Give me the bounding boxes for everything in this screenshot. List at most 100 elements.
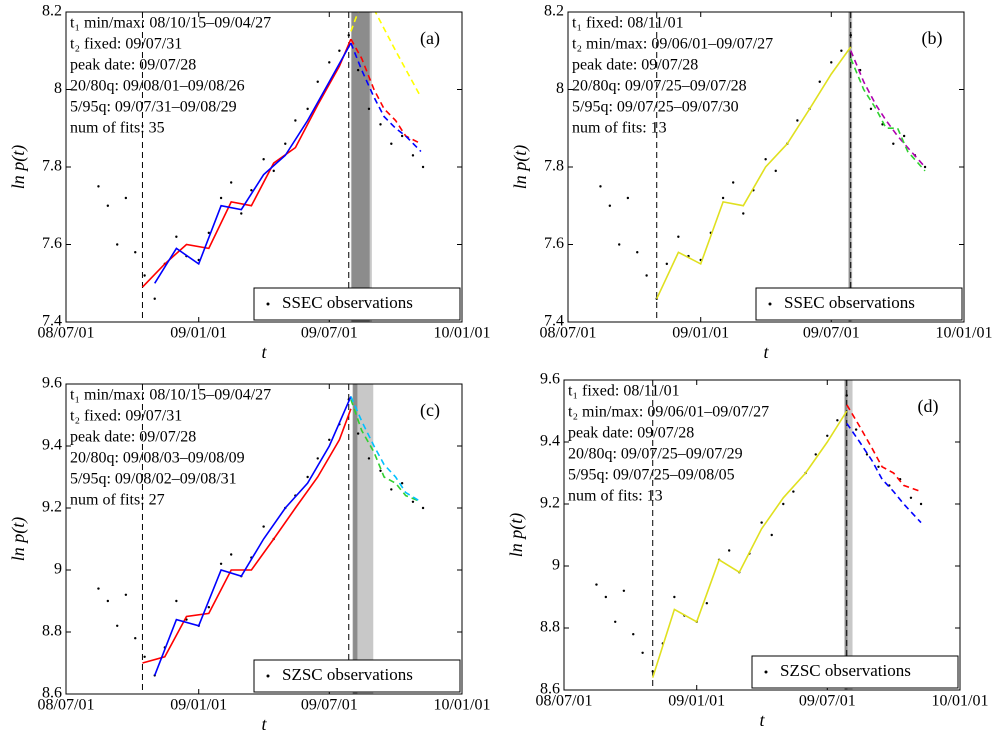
y-tick-label: 7.4 — [42, 313, 62, 330]
y-tick-label: 7.4 — [544, 313, 564, 330]
observation — [143, 274, 146, 277]
observation — [673, 595, 676, 599]
x-tick-label: 09/07/01 — [799, 693, 856, 710]
observation — [390, 488, 393, 491]
observation — [390, 142, 393, 145]
observation — [877, 465, 880, 468]
observation — [328, 61, 331, 64]
observation — [727, 549, 731, 552]
legend-box — [253, 287, 461, 321]
observation — [306, 107, 309, 111]
fit-curve — [850, 58, 926, 172]
observation — [826, 434, 829, 437]
fit-curve — [846, 422, 922, 524]
annotation: t₂ min/max: 09/06/01–09/07/27 — [568, 404, 769, 421]
legend-marker — [768, 302, 772, 306]
legend-label: SSEC observations — [784, 293, 915, 312]
y-axis-label: ln p(t) — [510, 145, 531, 190]
x-tick-label: 08/07/01 — [38, 325, 95, 342]
observation — [742, 212, 745, 215]
observation — [845, 394, 848, 397]
y-tick-label: 8.2 — [544, 3, 564, 20]
observation — [608, 204, 612, 207]
fit-curve — [846, 404, 922, 493]
quantile-band — [844, 380, 848, 690]
legend-marker — [764, 670, 768, 674]
observation — [356, 432, 360, 435]
observation — [134, 251, 137, 254]
observation — [770, 533, 773, 537]
annotation: 20/80q: 09/07/25–09/07/28 — [572, 78, 747, 95]
fit-curve — [350, 12, 422, 98]
x-tick-label: 10/01/01 — [936, 325, 993, 342]
y-tick-label: 9 — [552, 557, 560, 574]
x-axis-label: t — [763, 342, 769, 362]
y-tick-label: 9.2 — [42, 499, 62, 516]
y-tick-label: 8.2 — [42, 3, 62, 20]
axes-box — [65, 383, 463, 695]
observation — [731, 181, 735, 184]
observation — [792, 490, 795, 493]
observation — [379, 469, 382, 472]
observation — [338, 49, 341, 52]
x-tick-label: 10/01/01 — [434, 325, 491, 342]
observation — [97, 185, 100, 188]
observation — [651, 670, 654, 673]
observation — [175, 599, 178, 603]
annotation: 5/95q: 09/07/31–09/08/29 — [70, 99, 237, 116]
legend-marker — [266, 674, 270, 678]
legend-label: SSEC observations — [282, 293, 413, 312]
observation — [379, 123, 382, 126]
fit-curve — [350, 42, 422, 153]
quantile-band — [844, 380, 853, 690]
observation — [721, 196, 725, 200]
x-tick-label: 09/07/01 — [301, 325, 358, 342]
observation — [328, 438, 331, 441]
observation — [400, 482, 404, 485]
observation — [849, 34, 852, 37]
observation — [262, 525, 265, 528]
observation — [909, 496, 913, 499]
observation — [229, 553, 233, 556]
x-axis-label: t — [759, 710, 765, 730]
annotation: 20/80q: 09/08/03–09/08/09 — [70, 450, 245, 467]
quantile-band — [352, 384, 374, 694]
quantile-band — [351, 12, 370, 322]
observation — [294, 119, 297, 122]
observation — [262, 158, 265, 161]
annotation: 5/95q: 09/07/25–09/08/05 — [568, 467, 735, 484]
x-tick-label: 09/01/01 — [170, 697, 227, 714]
annotation: 5/95q: 09/07/25–09/07/30 — [572, 99, 739, 116]
observation — [595, 583, 598, 586]
observation — [622, 589, 626, 592]
axes-box — [563, 379, 961, 691]
y-tick-label: 9.4 — [540, 433, 560, 450]
y-tick-label: 7.6 — [42, 235, 62, 252]
x-tick-label: 09/07/01 — [803, 325, 860, 342]
observation — [618, 243, 621, 246]
observation — [116, 624, 119, 627]
observation — [782, 502, 785, 506]
panel: 7.4 7.6 7.8 8 8.2 08/07/01 09/01/01 09/07/01 10/… — [510, 3, 992, 362]
observation — [306, 475, 309, 479]
observation — [919, 502, 923, 506]
observation — [836, 419, 839, 422]
quantile-band — [848, 12, 851, 322]
fit-curve — [850, 50, 926, 168]
observation — [421, 506, 425, 510]
y-axis-label: ln p(t) — [8, 517, 29, 562]
annotation: t₁ fixed: 08/11/01 — [572, 15, 684, 32]
annotation: num of fits: 35 — [70, 120, 165, 137]
annotation: num of fits: 13 — [572, 120, 667, 137]
annotation: t₁ min/max: 08/10/15–09/04/27 — [70, 387, 271, 404]
y-tick-label: 9 — [54, 561, 62, 578]
plot-area — [595, 380, 923, 690]
fit-curve — [153, 396, 352, 676]
y-tick-label: 9.6 — [42, 375, 62, 392]
y-tick-label: 7.8 — [42, 158, 62, 175]
fit-curve — [142, 408, 352, 664]
observation — [814, 453, 817, 456]
observation — [796, 119, 799, 122]
observation — [411, 154, 415, 157]
legend-box — [253, 659, 461, 693]
